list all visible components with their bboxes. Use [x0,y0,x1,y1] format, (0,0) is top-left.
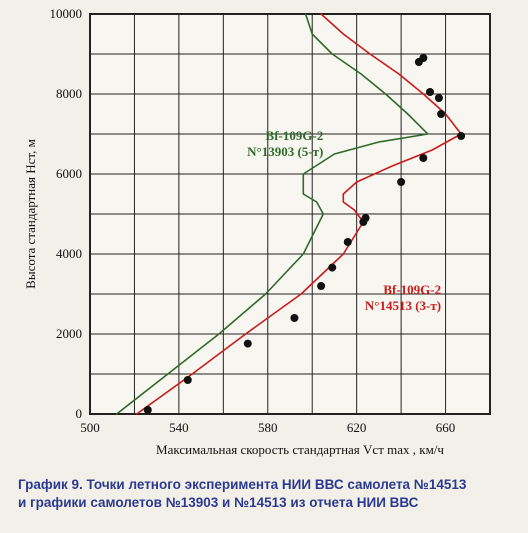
figure-caption: График 9. Точки летного эксперимента НИИ… [18,476,514,512]
svg-text:2000: 2000 [56,326,82,341]
svg-text:N°14513 (3-т): N°14513 (3-т) [365,298,441,313]
svg-text:Bf-109G-2: Bf-109G-2 [266,128,324,143]
svg-text:Высота стандартная Hст, м: Высота стандартная Hст, м [23,139,38,289]
svg-text:0: 0 [76,406,83,421]
svg-text:500: 500 [80,420,100,435]
svg-text:540: 540 [169,420,189,435]
svg-text:8000: 8000 [56,86,82,101]
svg-text:N°13903 (5-т): N°13903 (5-т) [247,144,323,159]
svg-text:Bf-109G-2: Bf-109G-2 [383,282,441,297]
speed-altitude-chart: 500 540 580 620 660 Максимальная скорость ста… [10,4,518,464]
svg-text:10000: 10000 [50,6,83,21]
svg-text:4000: 4000 [56,246,82,261]
svg-text:Максимальная скорость стандарт: Максимальная скорость стандартная Vст ma… [156,442,444,457]
svg-text:620: 620 [347,420,367,435]
caption-line1: График 9. Точки летного эксперимента НИИ… [18,477,466,492]
svg-text:580: 580 [258,420,278,435]
svg-text:660: 660 [436,420,456,435]
caption-line2: и графики самолетов №13903 и №14513 из о… [18,495,418,510]
svg-text:6000: 6000 [56,166,82,181]
